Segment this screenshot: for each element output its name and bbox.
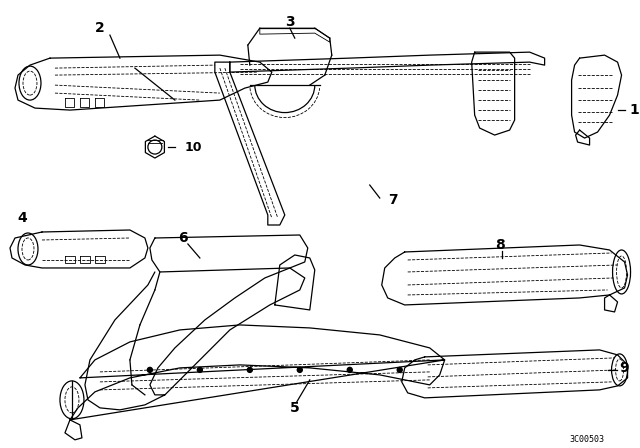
Circle shape (247, 367, 252, 372)
Circle shape (298, 367, 302, 372)
Text: 3: 3 (285, 15, 294, 29)
Text: 9: 9 (620, 361, 629, 375)
Text: 10: 10 (185, 141, 202, 154)
Text: 8: 8 (495, 238, 504, 252)
Circle shape (147, 367, 152, 372)
Circle shape (397, 367, 402, 372)
Text: 6: 6 (178, 231, 188, 245)
Text: 3C00503: 3C00503 (570, 435, 605, 444)
Text: 7: 7 (388, 193, 397, 207)
Text: 4: 4 (17, 211, 27, 225)
Text: 5: 5 (290, 401, 300, 415)
Circle shape (197, 367, 202, 372)
Text: 2: 2 (95, 21, 105, 35)
Circle shape (348, 367, 352, 372)
Text: 1: 1 (630, 103, 639, 117)
